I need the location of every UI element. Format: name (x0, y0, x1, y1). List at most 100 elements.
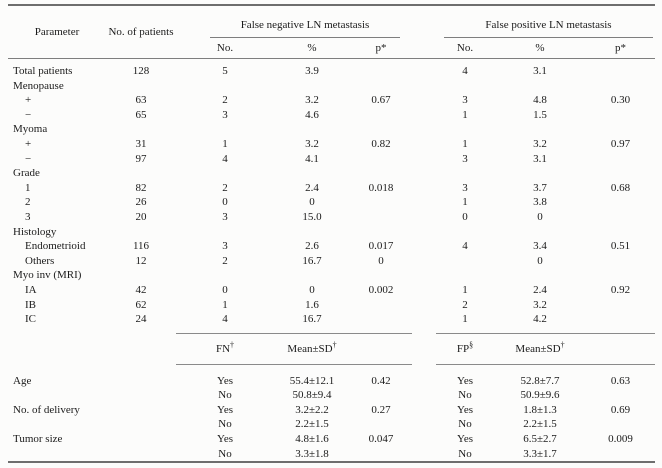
section-footnote-mark: § (469, 340, 474, 350)
row-label-cell: IB (25, 298, 36, 311)
fp-p-cell (586, 122, 655, 137)
fp-group-cell: Yes (456, 433, 473, 446)
row-label-cell: 1 (25, 181, 31, 194)
fn-no-column-header: No. (176, 38, 274, 59)
table-row: Histology (8, 225, 655, 240)
fn-pct-cell: 3.9 (305, 65, 319, 77)
table-row: − 65 3 4.6 1 1.5 (8, 108, 655, 123)
fn-pct-cell (274, 225, 350, 240)
fp-no-cell: 1 (462, 196, 468, 209)
patients-cell: 65 (135, 108, 147, 121)
patients-cell (106, 166, 176, 181)
fn-mean-cell: 2.2±1.5 (295, 418, 329, 431)
table-row: +63 2 3.2 0.67 3 4.8 0.30 (8, 93, 655, 108)
row-label-cell (8, 388, 106, 403)
fp-p-cell (586, 417, 655, 432)
empty-cell (106, 417, 176, 432)
column-spacer (412, 181, 436, 196)
column-spacer (412, 166, 436, 181)
fn-p-cell: 0.017 (368, 240, 394, 253)
fp-p-cell: 0.69 (610, 403, 631, 416)
column-spacer (412, 239, 436, 254)
empty-cell (106, 447, 176, 463)
fp-mean-cell: 2.2±1.5 (523, 418, 557, 431)
row-label-cell: 3 (25, 210, 31, 223)
patients-cell: 12 (135, 254, 147, 267)
fn-pct-cell (274, 122, 350, 137)
fn-pct-cell: 16.7 (302, 313, 322, 326)
fp-no-cell: 3 (462, 152, 468, 165)
row-label-cell (8, 417, 106, 432)
fp-mean-cell: 3.3±1.7 (523, 447, 557, 460)
fn-pct-cell: 3.2 (305, 94, 319, 107)
fn-pct-cell: 4.1 (305, 152, 319, 165)
fn-p-cell (350, 417, 412, 432)
column-spacer (412, 388, 436, 403)
fn-pct-cell: 2.6 (305, 240, 319, 253)
fn-no-cell: 5 (222, 65, 228, 77)
fn-p-column-header: p* (350, 38, 412, 59)
fp-p-cell (586, 225, 655, 240)
fp-mean-cell: 1.8±1.3 (523, 403, 557, 416)
column-spacer (412, 195, 436, 210)
fp-p-cell (586, 195, 655, 210)
column-spacer (412, 447, 436, 463)
patients-cell: 26 (135, 196, 147, 209)
fp-no-cell: 3 (462, 181, 468, 194)
patients-cell: 42 (135, 283, 147, 296)
fn-p-cell (350, 268, 412, 283)
fn-no-cell (176, 79, 274, 94)
patients-column-header: No. of patients (106, 5, 176, 59)
fn-no-cell: 0 (222, 283, 228, 296)
column-spacer (412, 93, 436, 108)
patients-cell: 62 (135, 298, 147, 311)
fn-p-cell (350, 79, 412, 94)
fn-pct-cell: 15.0 (302, 210, 322, 223)
categorical-rows-section: Total patients 128 5 3.9 4 3.1 Menopause +63 2 3.… (8, 59, 655, 327)
row-label-cell: IC (25, 313, 36, 326)
fp-pct-cell (494, 225, 586, 240)
fp-pct-cell: 3.8 (533, 196, 547, 209)
table-row: − 97 4 4.1 3 3.1 (8, 152, 655, 167)
row-label-cell: Tumor size (13, 433, 63, 446)
column-spacer (412, 210, 436, 225)
table-row: Tumor size Yes 4.8±1.6 0.047 Yes 6.5±2.7 0.009 (8, 432, 655, 447)
patients-cell: 20 (135, 210, 147, 223)
column-spacer (412, 254, 436, 269)
fn-group-cell: Yes (216, 433, 233, 446)
fp-pct-cell: 0 (537, 254, 543, 267)
fn-p-cell (350, 195, 412, 210)
fp-group-cell: Yes (456, 374, 473, 387)
row-label-cell: Histology (13, 225, 57, 238)
measure-subheader-row: FN† Mean±SD† FP§ Mean±SD† (8, 332, 656, 365)
row-label-cell: IA (25, 283, 37, 296)
table-row: Age Yes 55.4±12.1 0.42 Yes 52.8±7.7 0.63 (8, 374, 655, 389)
empty-rule-cell (586, 332, 656, 365)
patients-cell: 63 (135, 94, 147, 107)
fn-p-cell (350, 447, 412, 463)
empty-cell (8, 333, 106, 364)
fn-group-cell: No (218, 389, 232, 402)
column-spacer (412, 64, 436, 79)
false-negative-group-header: False negative LN metastasis (176, 5, 412, 38)
table-header: Parameter No. of patients False negative… (8, 5, 656, 59)
column-spacer (412, 283, 436, 298)
fp-no-cell: 0 (462, 210, 468, 223)
column-spacer (412, 108, 436, 123)
table-row: Endometrioid 116 3 2.6 0.017 4 3.4 0.51 (8, 239, 655, 254)
row-label-cell: 2 (25, 196, 31, 209)
fp-pct-cell: 3.1 (533, 152, 547, 165)
fn-no-cell (176, 268, 274, 283)
fp-subheader: FP§ (436, 332, 494, 365)
fp-p-cell (586, 166, 655, 181)
fn-pct-cell (274, 268, 350, 283)
fn-p-cell (350, 210, 412, 225)
row-label-cell: Menopause (13, 79, 64, 92)
row-label-cell: − (25, 152, 32, 165)
fp-no-cell: 1 (462, 108, 468, 121)
table-row: IC 24 4 16.7 1 4.2 (8, 312, 655, 327)
fn-pct-cell: 0 (309, 283, 315, 296)
empty-rule-cell (350, 332, 412, 365)
fp-pct-cell: 4.8 (533, 94, 547, 107)
fp-p-cell (586, 152, 655, 167)
